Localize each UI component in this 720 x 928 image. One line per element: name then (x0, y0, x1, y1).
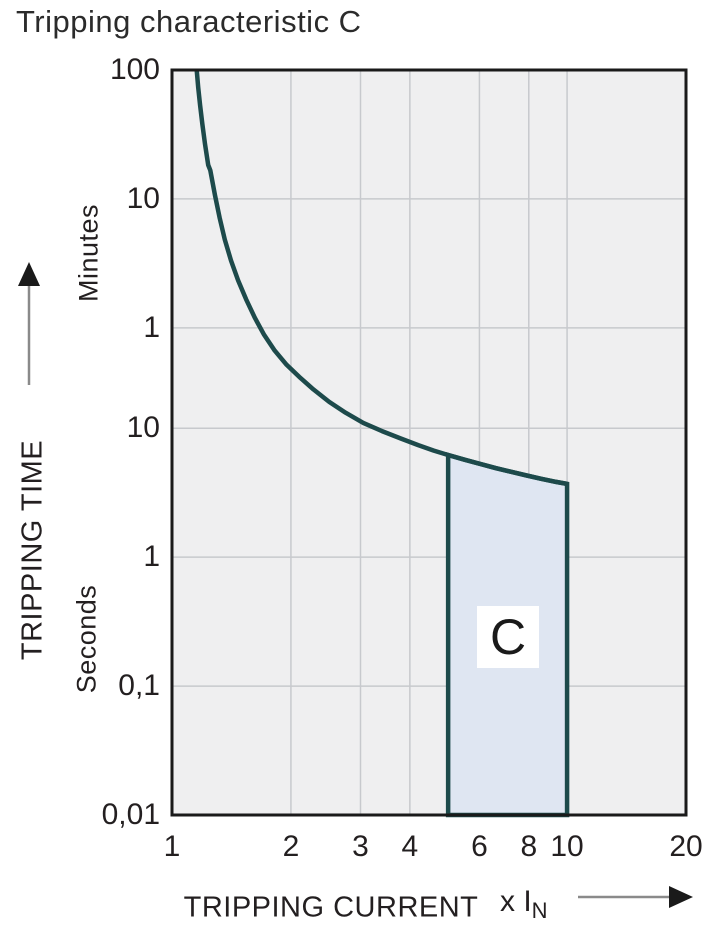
x-axis-title: TRIPPING CURRENT (183, 891, 479, 924)
x-tick-label: 6 (471, 830, 488, 863)
y-tick-label: 0,01 (101, 798, 160, 831)
y-tick-label: 1 (143, 540, 160, 574)
y-axis-title: TRIPPING TIME (16, 439, 49, 661)
y-tick-label: 1 (143, 310, 160, 344)
page-title: Tripping characteristic C (16, 4, 362, 39)
x-unit-prefix: x I (500, 885, 532, 918)
x-axis-unit: x IN (500, 885, 548, 922)
y-tick-label: 100 (109, 53, 160, 86)
x-tick-label: 3 (352, 830, 369, 863)
y-axis-minutes-label: Minutes (73, 203, 104, 303)
x-tick-label: 1 (163, 830, 181, 863)
right-arrow-icon (578, 886, 693, 908)
x-tick-label: 8 (520, 830, 538, 863)
plot-border (170, 68, 688, 817)
region-label: C (477, 606, 539, 668)
up-arrow-icon (18, 262, 40, 385)
plot-background (172, 70, 686, 815)
x-tick-label: 4 (401, 830, 419, 863)
y-axis-seconds-label: Seconds (71, 584, 102, 694)
x-unit-subscript: N (531, 898, 548, 923)
x-tick-label: 20 (669, 830, 703, 863)
y-tick-label: 10 (126, 411, 160, 445)
y-tick-label: 10 (126, 181, 160, 215)
tripping-curve (194, 69, 568, 487)
x-tick-label: 10 (550, 830, 584, 863)
x-tick-label: 2 (282, 830, 300, 863)
y-tick-label: 0,1 (118, 669, 160, 703)
